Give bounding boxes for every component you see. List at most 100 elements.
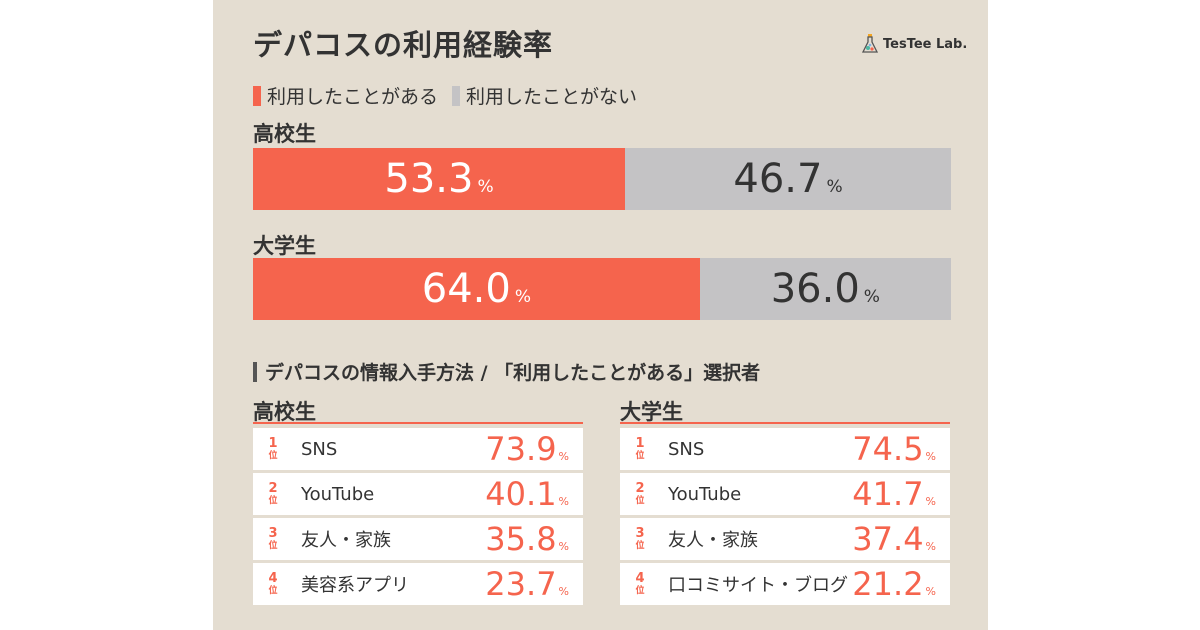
ranking-table: 1 位 SNS 73.9% 2 位 YouTube 40.1% 3 位友人・家族 35.8% 4 位美容… bbox=[253, 428, 583, 608]
section-title: デパコスの情報入手方法 / 「利用したことがある」選択者 bbox=[253, 358, 760, 385]
percent-sign: % bbox=[558, 585, 569, 598]
percent-sign: % bbox=[925, 450, 936, 463]
ranking-divider bbox=[620, 422, 950, 424]
rank-value-number: 41.7 bbox=[852, 475, 924, 513]
rank-suffix: 位 bbox=[635, 496, 645, 506]
rank-value-number: 23.7 bbox=[485, 565, 557, 603]
bar-category-label: 大学生 bbox=[253, 234, 316, 258]
bar-value-label: 36.0 bbox=[770, 266, 860, 312]
ranking-row: 3 位友人・家族 35.8% bbox=[253, 518, 583, 560]
legend: 利用したことがある 利用したことがない bbox=[253, 82, 651, 109]
rank-value: 37.4% bbox=[852, 520, 936, 558]
rank-suffix: 位 bbox=[268, 541, 278, 551]
rank-suffix: 位 bbox=[635, 586, 645, 596]
logo: TesTee Lab. bbox=[862, 34, 967, 54]
rank-source-name: YouTube bbox=[668, 483, 742, 505]
rank-digit: 4 bbox=[635, 571, 645, 586]
rank-source-name: 口コミサイト・ブログ bbox=[668, 575, 848, 596]
percent-sign: % bbox=[863, 287, 880, 307]
legend-label-not-used: 利用したことがない bbox=[466, 86, 638, 108]
bar-segment-used: 53.3% bbox=[253, 148, 626, 210]
rank-value: 21.2% bbox=[852, 565, 936, 603]
rank-value: 73.9% bbox=[485, 430, 569, 468]
rank-source-name: SNS bbox=[301, 438, 338, 460]
legend-swatch-not-used bbox=[452, 85, 461, 106]
ranking-row: 2 位 YouTube 40.1% bbox=[253, 473, 583, 515]
rank-digit: 3 bbox=[268, 526, 278, 541]
rank-source-name: SNS bbox=[668, 438, 705, 460]
stacked-bar: 53.3% 46.7% bbox=[253, 148, 951, 210]
percent-sign: % bbox=[925, 495, 936, 508]
section-title-marker bbox=[253, 361, 257, 382]
rank-value: 41.7% bbox=[852, 475, 936, 513]
rank-suffix: 位 bbox=[635, 451, 645, 461]
rank-value-number: 73.9 bbox=[485, 430, 557, 468]
percent-sign: % bbox=[477, 177, 494, 197]
percent-sign: % bbox=[558, 450, 569, 463]
percent-sign: % bbox=[558, 495, 569, 508]
ranking-row: 4 位美容系アプリ 23.7% bbox=[253, 563, 583, 605]
rank-suffix: 位 bbox=[268, 496, 278, 506]
rank-value-number: 37.4 bbox=[852, 520, 924, 558]
ranking-table: 1 位 SNS 74.5% 2 位 YouTube 41.7% 3 位友人・家族 37.4% 4 位口コ… bbox=[620, 428, 950, 608]
rank-value-number: 74.5 bbox=[852, 430, 924, 468]
stacked-bar: 64.0% 36.0% bbox=[253, 258, 951, 320]
section-title-text: デパコスの情報入手方法 / 「利用したことがある」選択者 bbox=[265, 362, 761, 384]
logo-text: TesTee Lab. bbox=[883, 36, 968, 52]
ranking-row: 1 位 SNS 74.5% bbox=[620, 428, 950, 470]
ranking-divider bbox=[253, 422, 583, 424]
percent-sign: % bbox=[925, 540, 936, 553]
rank-value: 35.8% bbox=[485, 520, 569, 558]
bar-segment-used: 64.0% bbox=[253, 258, 700, 320]
rank-digit: 3 bbox=[635, 526, 645, 541]
legend-label-used: 利用したことがある bbox=[267, 86, 439, 108]
rank-value-number: 21.2 bbox=[852, 565, 924, 603]
rank-suffix: 位 bbox=[268, 586, 278, 596]
bar-segment-not-used: 46.7% bbox=[625, 148, 951, 210]
bar-value-label: 64.0 bbox=[421, 266, 511, 312]
ranking-row: 1 位 SNS 73.9% bbox=[253, 428, 583, 470]
bar-category-label: 高校生 bbox=[253, 122, 316, 146]
rank-suffix: 位 bbox=[268, 451, 278, 461]
ranking-row: 2 位 YouTube 41.7% bbox=[620, 473, 950, 515]
rank-digit: 1 bbox=[635, 436, 645, 451]
ranking-row: 4 位口コミサイト・ブログ 21.2% bbox=[620, 563, 950, 605]
legend-swatch-used bbox=[253, 85, 261, 106]
ranking-row: 3 位友人・家族 37.4% bbox=[620, 518, 950, 560]
rank-value-number: 40.1 bbox=[485, 475, 557, 513]
rank-digit: 1 bbox=[268, 436, 278, 451]
ranking-group-label: 高校生 bbox=[253, 400, 316, 424]
page-title: デパコスの利用経験率 bbox=[253, 28, 554, 62]
flask-icon bbox=[862, 34, 878, 53]
rank-value-number: 35.8 bbox=[485, 520, 557, 558]
rank-digit: 4 bbox=[268, 571, 278, 586]
percent-sign: % bbox=[558, 540, 569, 553]
rank-value: 74.5% bbox=[852, 430, 936, 468]
rank-digit: 2 bbox=[635, 481, 645, 496]
percent-sign: % bbox=[826, 177, 843, 197]
percent-sign: % bbox=[514, 287, 531, 307]
rank-value: 40.1% bbox=[485, 475, 569, 513]
rank-suffix: 位 bbox=[635, 541, 645, 551]
rank-source-name: 友人・家族 bbox=[301, 530, 391, 551]
bar-value-label: 53.3 bbox=[384, 156, 474, 202]
bar-segment-not-used: 36.0% bbox=[699, 258, 951, 320]
rank-value: 23.7% bbox=[485, 565, 569, 603]
ranking-group-label: 大学生 bbox=[620, 400, 683, 424]
legend-item-used: 利用したことがある bbox=[253, 82, 438, 109]
rank-digit: 2 bbox=[268, 481, 278, 496]
legend-item-not-used: 利用したことがない bbox=[452, 82, 637, 109]
bar-value-label: 46.7 bbox=[733, 156, 823, 202]
rank-source-name: 美容系アプリ bbox=[301, 575, 409, 596]
rank-source-name: YouTube bbox=[301, 483, 375, 505]
rank-source-name: 友人・家族 bbox=[668, 530, 758, 551]
percent-sign: % bbox=[925, 585, 936, 598]
